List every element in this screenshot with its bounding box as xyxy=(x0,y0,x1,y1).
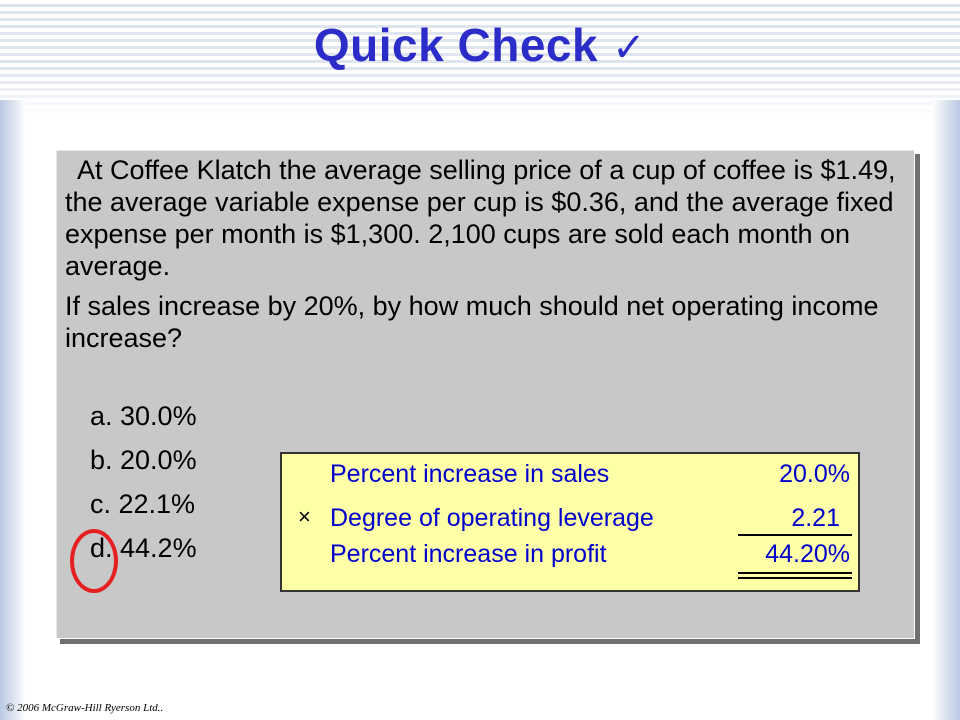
right-gradient-bar xyxy=(932,100,960,720)
multiply-icon: × xyxy=(298,504,311,529)
calc-label: Percent increase in sales xyxy=(330,460,610,488)
subtotal-rule xyxy=(738,534,852,536)
option-c[interactable]: c. 22.1% xyxy=(90,489,196,519)
question-paragraph-1: At Coffee Klatch the average selling pri… xyxy=(65,155,896,281)
calculation-box: Percent increase in sales 20.0% × Degree… xyxy=(280,452,860,592)
slide-title-text: Quick Check xyxy=(313,19,599,71)
calc-value: 44.20% xyxy=(765,540,850,568)
checkmark-icon: ✓ xyxy=(612,25,647,71)
calc-row-profit: Percent increase in profit 44.20% xyxy=(282,538,858,576)
calc-value: 2.21 xyxy=(791,504,840,532)
option-a[interactable]: a. 30.0% xyxy=(90,401,197,431)
calc-row-sales: Percent increase in sales 20.0% xyxy=(282,458,858,496)
calc-row-leverage: × Degree of operating leverage 2.21 xyxy=(282,502,858,540)
correct-answer-circle xyxy=(70,529,118,593)
copyright-notice: © 2006 McGraw-Hill Ryerson Ltd.. xyxy=(6,702,164,714)
header-fade xyxy=(0,0,960,118)
calc-label: Percent increase in profit xyxy=(330,540,607,568)
total-double-rule xyxy=(738,572,852,579)
question-text: At Coffee Klatch the average selling pri… xyxy=(65,154,905,354)
left-gradient-bar xyxy=(0,100,26,720)
slide-title: Quick Check ✓ xyxy=(0,18,960,72)
calc-label: Degree of operating leverage xyxy=(330,504,654,532)
calc-value: 20.0% xyxy=(779,460,850,488)
question-paragraph-2: If sales increase by 20%, by how much sh… xyxy=(65,291,879,353)
option-b[interactable]: b. 20.0% xyxy=(90,445,197,475)
